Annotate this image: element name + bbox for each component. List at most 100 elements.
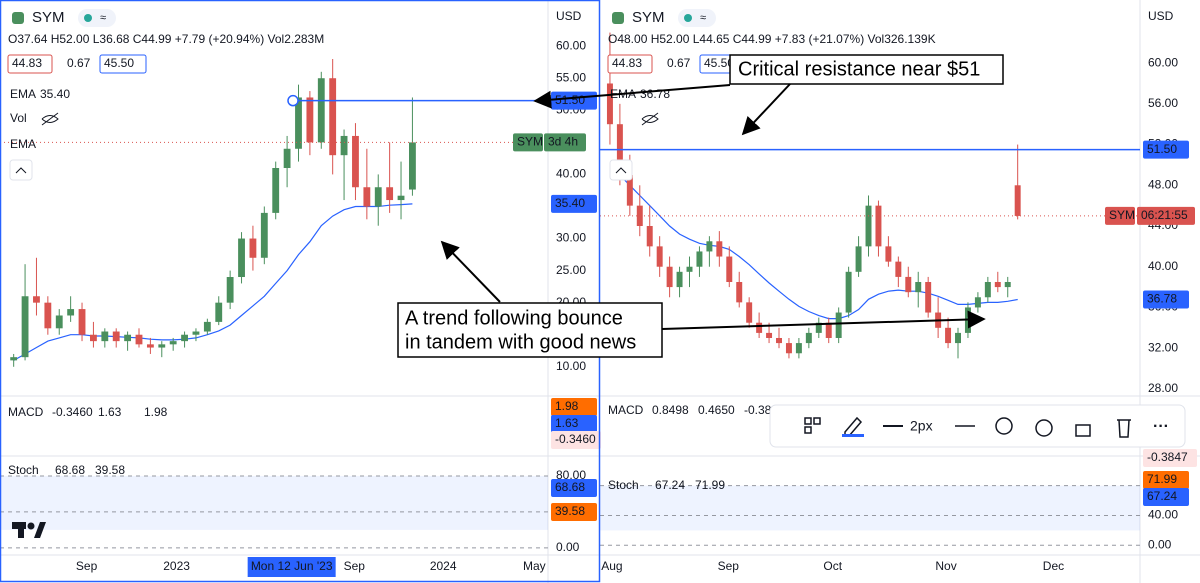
candle-body xyxy=(895,261,902,277)
icon-templates[interactable] xyxy=(804,426,812,434)
candle-body xyxy=(33,296,40,303)
annotation: A trend following bounce in tandem with … xyxy=(397,240,986,358)
candle-body xyxy=(795,343,802,354)
annotation: Critical resistance near $51 xyxy=(533,54,1004,136)
candle-body xyxy=(55,315,63,329)
candle-body xyxy=(825,322,832,338)
y-tick-label: 60.00 xyxy=(1148,55,1178,69)
icon-alert[interactable] xyxy=(1035,419,1053,437)
candle-body xyxy=(875,205,882,247)
y-tick-label: 60.00 xyxy=(556,38,586,52)
stoch-tick-label: 40.00 xyxy=(1148,508,1178,522)
line-width-label[interactable]: 2px xyxy=(910,418,933,434)
symbol-tag: SYM xyxy=(1109,208,1135,222)
ema-price-tag: 35.40 xyxy=(555,196,585,210)
candle-body xyxy=(363,187,371,207)
annotation-box xyxy=(397,302,663,358)
buy-badge: 45.50 xyxy=(104,56,134,70)
candle-body xyxy=(706,241,713,252)
candle-body xyxy=(124,334,132,342)
candle-body xyxy=(1014,185,1021,216)
candle-body xyxy=(352,135,359,188)
countdown-tag: 06:21:55 xyxy=(1141,208,1188,222)
stoch-tag-bg xyxy=(1143,471,1189,489)
logo xyxy=(12,522,46,538)
stoch-value: 39.58 xyxy=(95,463,125,477)
ema-legend-name: EMA xyxy=(10,87,36,101)
candle-body xyxy=(203,321,211,332)
candle-body xyxy=(676,271,683,288)
symbol: SYM xyxy=(632,9,665,26)
x-tick-label: Sep xyxy=(76,559,98,573)
icon-more[interactable]: ··· xyxy=(1153,418,1169,435)
candle-body xyxy=(295,97,302,149)
x-tick-label: 2023 xyxy=(163,559,190,573)
x-tick-label: Nov xyxy=(935,559,956,573)
stoch-band xyxy=(600,485,1140,531)
candle-body xyxy=(21,296,29,358)
macd-name: MACD xyxy=(608,403,644,417)
spread: 0.67 xyxy=(667,56,691,70)
ohlc-line: O37.64 H52.00 L36.68 C44.99 +7.79 (+20.9… xyxy=(8,32,324,46)
buy-badge-bg xyxy=(99,54,147,74)
line-handle xyxy=(287,94,299,107)
color-swatch xyxy=(842,434,864,437)
icon-delete[interactable] xyxy=(1117,419,1131,438)
candle-body xyxy=(10,357,18,361)
stoch-tag-bg xyxy=(551,479,597,497)
candle-body xyxy=(835,312,842,338)
candle-body xyxy=(945,327,952,344)
status-pill xyxy=(678,9,716,27)
status-dot xyxy=(684,14,692,22)
candle-body xyxy=(746,302,753,323)
candle-body xyxy=(994,281,1001,288)
sell-badge-bg xyxy=(7,54,53,74)
candle-body xyxy=(44,302,52,329)
hline-price-tag: 51.50 xyxy=(1147,142,1177,156)
hline-price-tag-bg xyxy=(1143,140,1189,159)
collapse-icon xyxy=(15,167,27,174)
candle-body xyxy=(101,331,109,342)
collapse-icon xyxy=(615,167,627,174)
icon-templates[interactable] xyxy=(813,417,821,425)
symbol-icon xyxy=(612,12,624,24)
candle-body xyxy=(606,83,613,125)
selected-panel-frame xyxy=(0,0,601,583)
collapse-button[interactable] xyxy=(9,159,33,181)
macd-value: 0.4650 xyxy=(698,403,735,417)
arrow xyxy=(741,83,791,136)
icon-lock[interactable] xyxy=(1075,424,1091,437)
collapse-button[interactable] xyxy=(609,159,633,181)
candle-body xyxy=(756,322,763,333)
spread: 0.67 xyxy=(67,56,91,70)
icon-templates[interactable] xyxy=(804,417,812,425)
symbol-tag: SYM xyxy=(517,135,543,149)
candle-body xyxy=(329,78,337,156)
candle-body xyxy=(112,331,120,342)
macd-tag: -0.3460 xyxy=(555,432,596,446)
stoch-tag: 39.58 xyxy=(555,504,585,518)
stoch-tick-label: 80.00 xyxy=(556,468,586,482)
candle-body xyxy=(736,281,743,303)
countdown-tag-bg xyxy=(544,133,586,152)
currency: USD xyxy=(556,9,582,23)
x-tick-label: Aug xyxy=(601,559,622,573)
macd-tag-bg xyxy=(1143,449,1197,467)
macd-tag: 1.63 xyxy=(555,416,579,430)
y-tick-label: 40.00 xyxy=(1148,259,1178,273)
status-icon: ≈ xyxy=(700,12,706,24)
stoch-tag: 67.24 xyxy=(1147,489,1177,503)
candle-body xyxy=(686,266,693,272)
ema-price-tag: 36.78 xyxy=(1147,292,1177,306)
candle-body xyxy=(67,309,75,316)
icon-settings[interactable] xyxy=(995,417,1013,435)
candle-body xyxy=(696,251,703,267)
annotation-text: in tandem with good news xyxy=(405,331,636,353)
candle-body xyxy=(666,266,673,288)
candle-body xyxy=(925,281,932,313)
sell-badge: 44.83 xyxy=(612,56,642,70)
sell-badge-bg xyxy=(607,54,653,74)
candle-body xyxy=(865,205,872,247)
stoch-name: Stoch xyxy=(608,478,639,492)
